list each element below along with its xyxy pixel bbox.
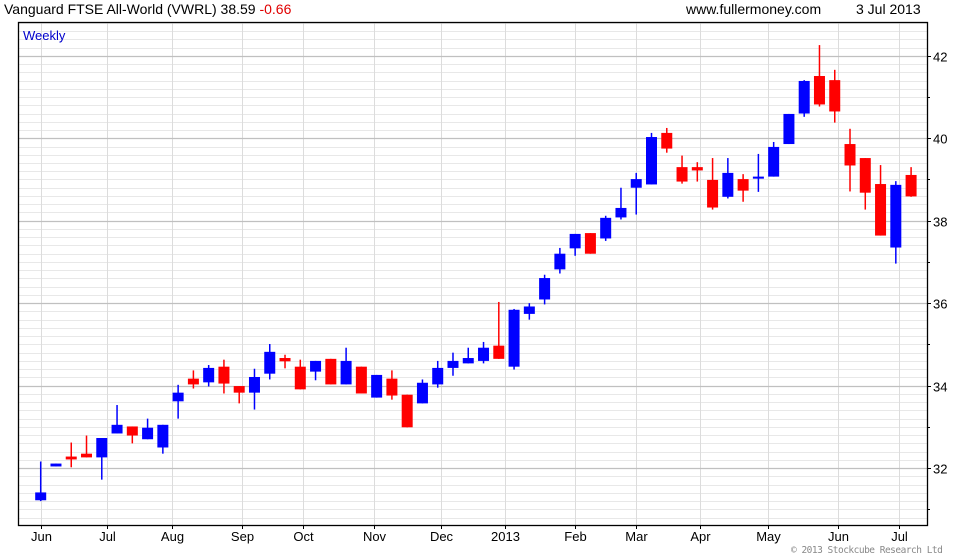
candle-body-up bbox=[890, 184, 902, 248]
candle-body-up bbox=[783, 113, 795, 145]
candle-body-down bbox=[859, 158, 871, 193]
x-tick-label: Sep bbox=[231, 529, 254, 544]
price-change: -0.66 bbox=[259, 1, 292, 17]
candle-body-down bbox=[493, 345, 505, 359]
candle-body-down bbox=[676, 167, 688, 182]
candle-body-up bbox=[157, 424, 169, 448]
x-tick-label: Mar bbox=[625, 529, 648, 544]
candle-body-up bbox=[752, 176, 764, 179]
period-label: Weekly bbox=[23, 28, 66, 43]
candle-body-down bbox=[875, 184, 887, 236]
candle-body-down bbox=[355, 366, 367, 394]
x-tick-label: Oct bbox=[293, 529, 314, 544]
candle-body-up bbox=[142, 427, 154, 440]
candle-body-down bbox=[126, 426, 138, 436]
candle-body-up bbox=[462, 358, 474, 364]
title-text: Vanguard FTSE All-World (VWRL) 38.59 bbox=[4, 1, 256, 17]
candle-body-up bbox=[96, 438, 108, 458]
candle-body-down bbox=[218, 366, 230, 384]
candle-body-down bbox=[187, 378, 199, 385]
candle-body-down bbox=[905, 174, 917, 197]
x-tick-label: Feb bbox=[564, 529, 586, 544]
candle-body-down bbox=[691, 167, 703, 171]
candle-body-up bbox=[340, 360, 352, 385]
y-tick-label: 36 bbox=[933, 297, 947, 312]
x-tick-label: Jun bbox=[31, 529, 52, 544]
x-tick-label: Jul bbox=[99, 529, 116, 544]
candle-body-up bbox=[371, 374, 383, 398]
candle-body-up bbox=[523, 306, 535, 314]
candle-body-up bbox=[264, 351, 276, 374]
candle-body-down bbox=[279, 358, 291, 362]
candle-body-down bbox=[813, 76, 825, 105]
candle-body-up bbox=[478, 347, 490, 361]
x-tick-label: May bbox=[756, 529, 781, 544]
candle-body-up bbox=[722, 172, 734, 197]
candle-body-down bbox=[584, 233, 596, 254]
candle-body-up bbox=[50, 463, 62, 467]
x-tick-label: 2013 bbox=[491, 529, 520, 544]
candle-body-up bbox=[646, 137, 657, 185]
candle-body-down bbox=[233, 386, 245, 393]
x-tick-label: Jul bbox=[891, 529, 908, 544]
candle-body-down bbox=[401, 394, 413, 428]
candle-body-up bbox=[630, 179, 642, 188]
x-tick-label: Aug bbox=[161, 529, 184, 544]
copyright-text: © 2013 Stockcube Research Ltd bbox=[791, 545, 943, 556]
candle-body-up bbox=[539, 278, 551, 300]
candle-body-down bbox=[661, 132, 673, 149]
x-tick-label: Dec bbox=[430, 529, 454, 544]
candle-body-down bbox=[707, 179, 719, 208]
candle-body-up bbox=[248, 376, 260, 393]
y-tick-label: 34 bbox=[933, 380, 947, 395]
candle-body-down bbox=[844, 144, 856, 166]
candle-body-down bbox=[386, 378, 398, 396]
candle-body-up bbox=[432, 367, 444, 385]
candle-body-up bbox=[508, 309, 520, 367]
candle-body-up bbox=[203, 367, 215, 383]
plot-frame bbox=[17, 21, 929, 527]
candle-body-up bbox=[35, 492, 47, 501]
candle-body-up bbox=[310, 360, 322, 372]
candle-body-up bbox=[416, 382, 428, 404]
candle-body-up bbox=[172, 392, 184, 402]
candle-body-up bbox=[569, 233, 581, 249]
x-tick-label: Nov bbox=[363, 529, 387, 544]
x-tick-label: Apr bbox=[690, 529, 711, 544]
site-url[interactable]: www.fullermoney.com bbox=[686, 1, 822, 17]
chart-date: 3 Jul 2013 bbox=[856, 1, 921, 17]
candle-body-down bbox=[829, 80, 841, 112]
candle-body-up bbox=[798, 80, 810, 114]
chart-title: Vanguard FTSE All-World (VWRL) 38.59 -0.… bbox=[4, 1, 291, 17]
candle-body-down bbox=[294, 366, 306, 390]
y-tick-label: 42 bbox=[933, 50, 947, 65]
candle-body-up bbox=[615, 207, 627, 218]
candle-body-down bbox=[81, 453, 93, 458]
candle-body-up bbox=[600, 217, 612, 239]
candle-body-down bbox=[325, 358, 337, 385]
y-tick-label: 40 bbox=[933, 132, 947, 147]
x-tick-label: Jun bbox=[828, 529, 849, 544]
candle-body-up bbox=[111, 424, 123, 434]
candle-body-up bbox=[768, 146, 780, 177]
candle-body-down bbox=[65, 456, 77, 460]
y-tick-label: 32 bbox=[933, 462, 947, 477]
candle-body-up bbox=[447, 360, 459, 368]
y-tick-label: 38 bbox=[933, 215, 947, 230]
candle-body-up bbox=[554, 253, 566, 270]
candle-body-down bbox=[737, 179, 749, 191]
